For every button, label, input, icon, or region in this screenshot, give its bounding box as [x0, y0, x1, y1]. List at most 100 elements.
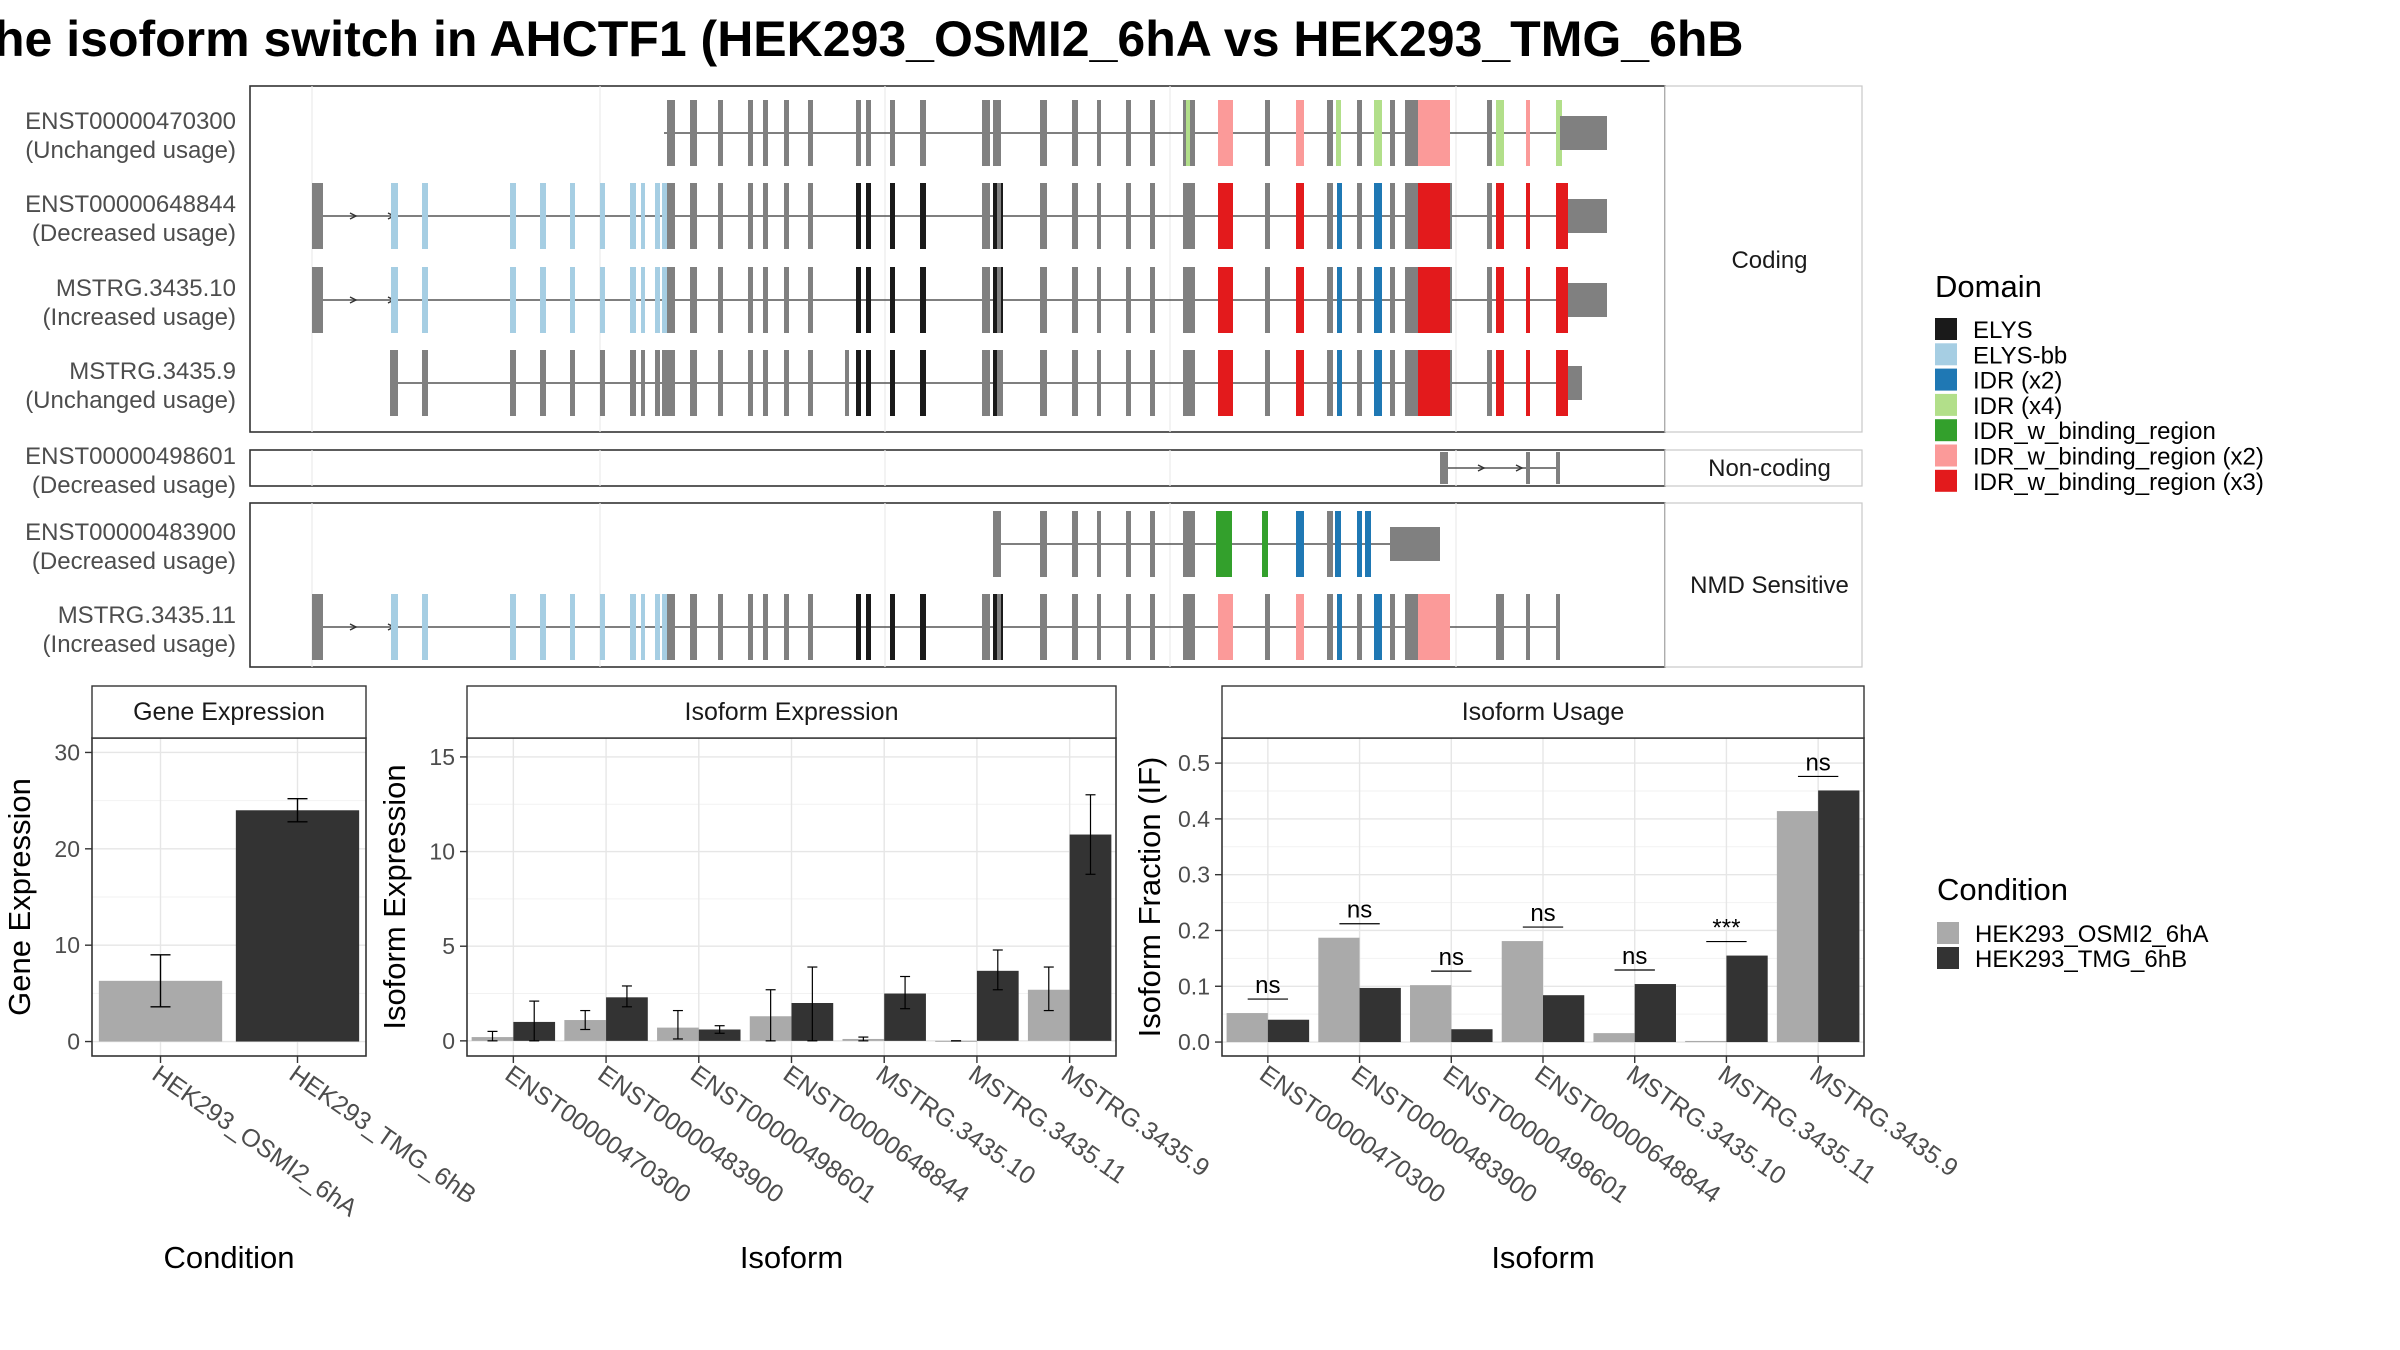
exon-block	[662, 594, 667, 660]
exon-block	[390, 350, 398, 416]
facet-strip	[1664, 85, 1863, 433]
transcript-row: ENST00000483900(Decreased usage)	[25, 511, 1440, 577]
transcript-id: MSTRG.3435.9	[69, 358, 236, 385]
exon-block	[1126, 511, 1131, 577]
exon-block	[1357, 183, 1362, 249]
exon-block	[1357, 511, 1362, 577]
exon-block	[1450, 183, 1452, 249]
exon-block	[718, 350, 723, 416]
exon-block	[1450, 350, 1452, 416]
exon-block	[540, 267, 546, 333]
exon-block	[763, 267, 768, 333]
exon-block	[748, 594, 753, 660]
exon-block	[920, 183, 926, 249]
exon-block	[422, 594, 428, 660]
exon-block	[1126, 183, 1131, 249]
exon-block	[1450, 267, 1452, 333]
y-tick-label: 0.0	[1178, 1029, 1210, 1055]
exon-block	[641, 183, 645, 249]
exon-block	[1327, 183, 1333, 249]
exon-block	[1405, 183, 1418, 249]
exon-block	[784, 183, 789, 249]
exon-block	[993, 350, 998, 416]
structure-facet-nmd-sensitive: NMD Sensitive	[249, 502, 1863, 668]
exon-block	[1183, 511, 1195, 577]
exon-block	[1418, 267, 1450, 333]
exon-block	[808, 350, 813, 416]
exon-block	[1335, 511, 1341, 577]
exon-block	[312, 267, 323, 333]
exon-block	[993, 183, 998, 249]
exon-block	[540, 350, 546, 416]
exon-block	[748, 350, 753, 416]
strand-arrow	[349, 296, 358, 304]
exon-block	[1296, 350, 1304, 416]
exon-block	[1072, 183, 1078, 249]
exon-block	[845, 350, 849, 416]
y-axis-title: Isoform Fraction (IF)	[1132, 757, 1167, 1038]
domain-legend-swatch	[1935, 469, 1957, 492]
exon-block	[1265, 267, 1270, 333]
exon-block	[1072, 267, 1078, 333]
exon-block	[1496, 100, 1504, 166]
y-tick-label: 30	[54, 739, 80, 765]
exon-block	[856, 350, 861, 416]
exon-block	[1072, 594, 1078, 660]
exon-block	[690, 350, 697, 416]
exon-block	[1374, 100, 1382, 166]
significance-label: ***	[1712, 915, 1740, 942]
exon-block	[890, 267, 895, 333]
domain-legend-swatch	[1935, 343, 1957, 366]
exon-block	[600, 183, 605, 249]
exon-block	[1390, 594, 1395, 660]
exon-block	[784, 267, 789, 333]
domain-legend-label: ELYS-bb	[1973, 342, 2067, 369]
exon-block	[655, 594, 660, 660]
exon-block	[1150, 183, 1155, 249]
bar	[1543, 995, 1585, 1043]
exon-block	[856, 594, 861, 660]
transcript-row: MSTRG.3435.9(Unchanged usage)	[25, 350, 1582, 416]
exon-block	[718, 100, 723, 166]
structure-facet-coding: Coding	[249, 85, 1863, 433]
exon-block	[718, 267, 723, 333]
exon-block	[890, 594, 895, 660]
exon-block	[866, 100, 871, 166]
exon-block	[718, 183, 723, 249]
exon-block	[1040, 350, 1047, 416]
exon-block	[667, 267, 675, 333]
exon-block	[1186, 100, 1190, 166]
bar	[1318, 937, 1360, 1043]
domain-legend-label: IDR_w_binding_region	[1973, 418, 2216, 445]
exon-block	[1265, 594, 1270, 660]
bar	[1359, 987, 1401, 1043]
transcript-id: ENST00000470300	[25, 108, 236, 135]
exon-block	[630, 350, 636, 416]
exon-block	[1487, 100, 1492, 166]
exon-block	[890, 100, 895, 166]
y-tick-label: 0	[442, 1028, 455, 1054]
transcript-row: ENST00000470300(Unchanged usage)	[25, 100, 1607, 166]
transcript-usage-note: (Decreased usage)	[32, 548, 236, 575]
exon-block	[1150, 594, 1155, 660]
exon-block	[1296, 267, 1304, 333]
exon-block	[1357, 267, 1362, 333]
exon-block	[1390, 183, 1395, 249]
exon-block	[748, 183, 753, 249]
exon-block	[1337, 183, 1342, 249]
exon-block	[1440, 452, 1448, 484]
exon-block	[1218, 100, 1233, 166]
chart-isoform-usage: ns ns ns ns ns *** ns Isoform Usage 0.0 0.1 0.2 0.3…	[1132, 685, 1963, 1275]
exon-block	[1526, 350, 1530, 416]
exon-block	[570, 267, 575, 333]
exon-block	[1327, 267, 1333, 333]
exon-block	[422, 183, 428, 249]
exon-block	[655, 267, 660, 333]
x-axis-title: Isoform	[740, 1240, 843, 1275]
exon-block	[667, 183, 675, 249]
exon-block	[570, 183, 575, 249]
exon-block	[997, 100, 1001, 166]
exon-block	[1040, 100, 1047, 166]
exon-block	[1390, 350, 1395, 416]
bar	[1593, 1033, 1635, 1043]
